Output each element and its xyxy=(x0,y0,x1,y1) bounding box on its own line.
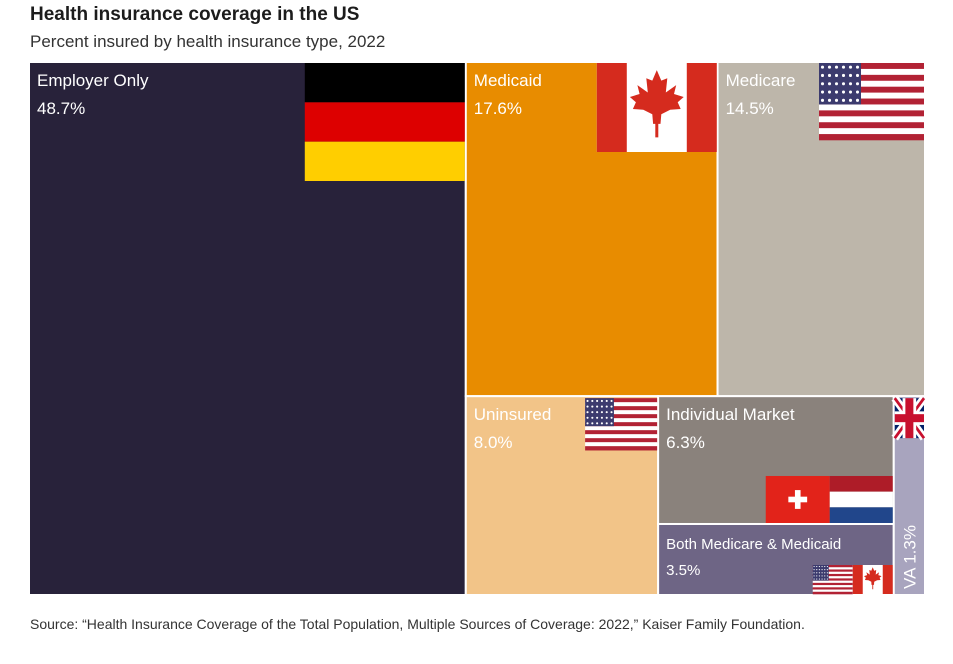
usa-flag xyxy=(819,63,924,141)
tile-value-individual-market: 6.3% xyxy=(666,433,705,452)
usa-flag xyxy=(812,565,853,595)
tile-value-va: 1.3% xyxy=(900,525,919,564)
chart-title: Health insurance coverage in the US xyxy=(30,4,360,25)
tile-value-employer-only: 48.7% xyxy=(37,99,85,118)
usa-flag xyxy=(585,398,658,451)
tile-label-individual-market: Individual Market xyxy=(666,405,795,424)
uk-flag xyxy=(891,395,928,441)
tile-label-va: VA 1.3% xyxy=(900,525,919,589)
chart-subtitle: Percent insured by health insurance type… xyxy=(30,32,386,51)
tile-value-medicare: 14.5% xyxy=(726,99,774,118)
tile-label-both-medicare-medicaid: Both Medicare & Medicaid xyxy=(666,536,841,553)
tile-label-uninsured: Uninsured xyxy=(474,405,552,424)
tile-both-medicare-medicaid xyxy=(657,522,895,596)
canada-flag xyxy=(596,63,717,152)
tile-label-medicaid: Medicaid xyxy=(474,71,542,90)
tile-label-employer-only: Employer Only xyxy=(37,71,149,90)
germany-flag xyxy=(304,63,465,181)
tile-label-medicare: Medicare xyxy=(726,71,796,90)
netherlands-flag xyxy=(829,475,893,523)
tile-label-va-name: VA xyxy=(900,564,919,589)
canada-flag xyxy=(852,565,893,594)
source-note: Source: “Health Insurance Coverage of th… xyxy=(30,616,805,632)
tile-value-both-medicare-medicaid: 3.5% xyxy=(666,562,700,579)
tile-value-medicaid: 17.6% xyxy=(474,99,522,118)
tile-value-uninsured: 8.0% xyxy=(474,433,513,452)
switzerland-flag xyxy=(765,475,830,523)
